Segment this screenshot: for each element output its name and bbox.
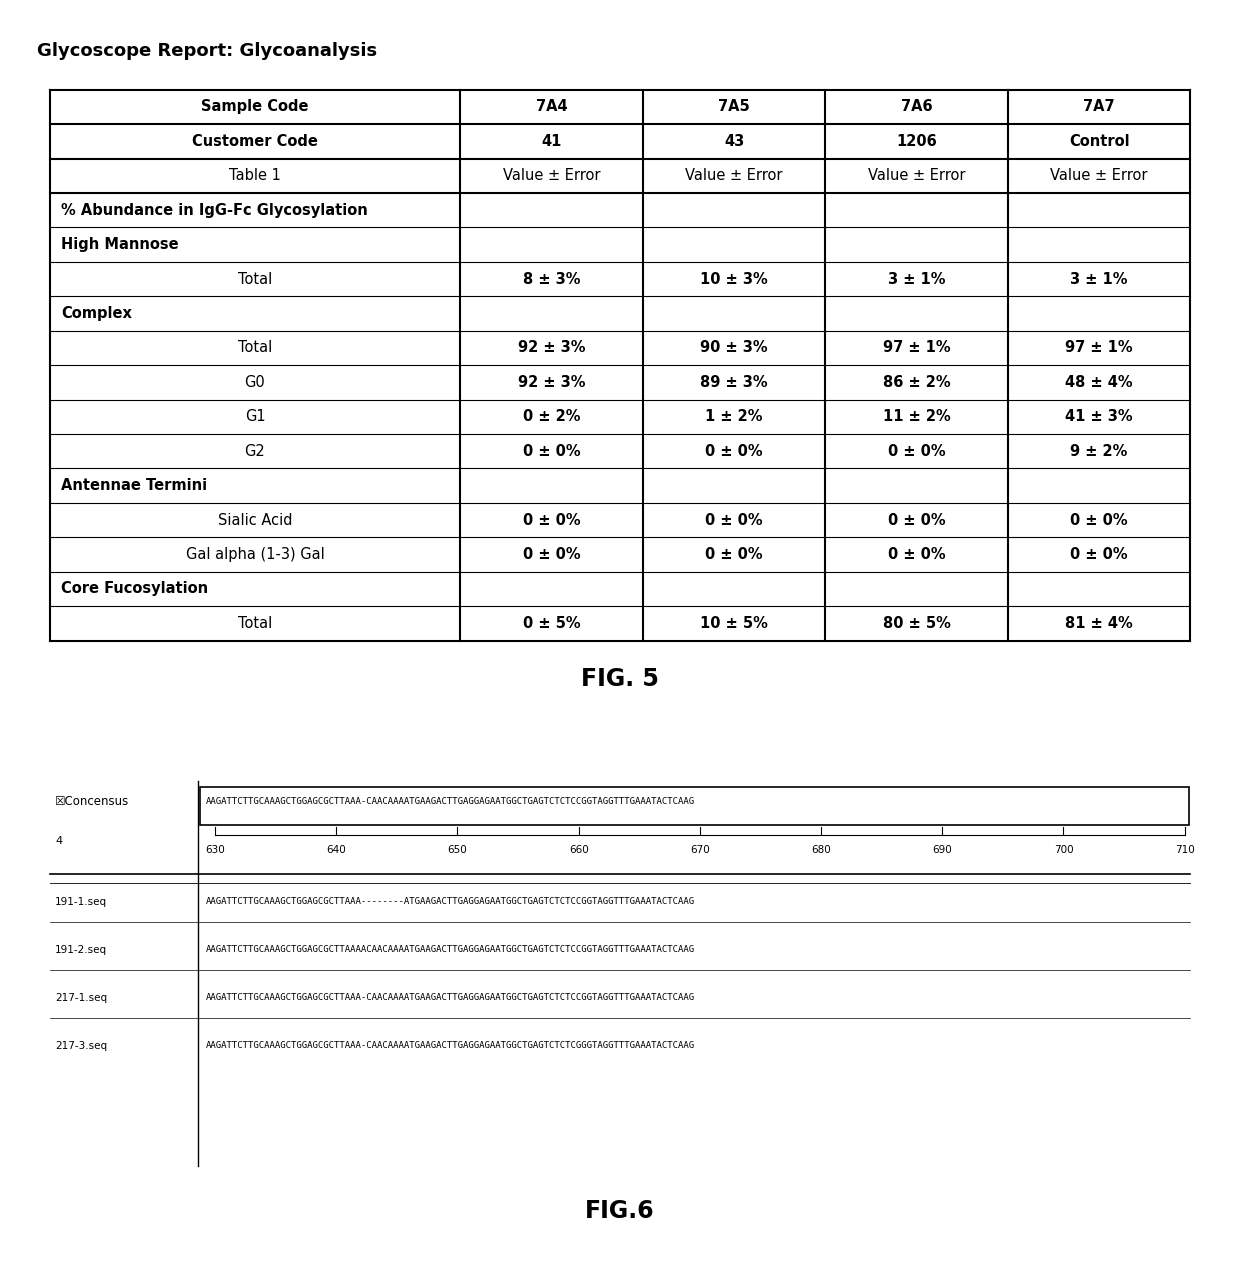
Text: 10 ± 5%: 10 ± 5% — [701, 616, 768, 630]
Text: G2: G2 — [244, 443, 265, 459]
Text: 7A7: 7A7 — [1084, 100, 1115, 114]
Text: G0: G0 — [244, 375, 265, 389]
Text: 0 ± 0%: 0 ± 0% — [1070, 512, 1128, 528]
Text: 680: 680 — [811, 844, 831, 854]
Text: 41 ± 3%: 41 ± 3% — [1065, 409, 1133, 424]
Text: 640: 640 — [326, 844, 346, 854]
Text: 4: 4 — [56, 836, 62, 847]
Text: AAGATTCTTGCAAAGCTGGAGCGCTTAAA-CAACAAAATGAAGACTTGAGGAGAATGGCTGAGTCTCTCGGGTAGGTTTG: AAGATTCTTGCAAAGCTGGAGCGCTTAAA-CAACAAAATG… — [206, 1041, 694, 1050]
Text: Sialic Acid: Sialic Acid — [218, 512, 293, 528]
Text: 0 ± 0%: 0 ± 0% — [706, 547, 763, 562]
Text: 3 ± 1%: 3 ± 1% — [1070, 272, 1128, 287]
Text: 8 ± 3%: 8 ± 3% — [523, 272, 580, 287]
Text: 3 ± 1%: 3 ± 1% — [888, 272, 945, 287]
Text: 0 ± 0%: 0 ± 0% — [523, 443, 580, 459]
Text: 0 ± 0%: 0 ± 0% — [523, 512, 580, 528]
Text: 191-2.seq: 191-2.seq — [56, 944, 108, 954]
Text: Value ± Error: Value ± Error — [868, 168, 966, 183]
Text: 630: 630 — [205, 844, 224, 854]
Text: AAGATTCTTGCAAAGCTGGAGCGCTTAAA-CAACAAAATGAAGACTTGAGGAGAATGGCTGAGTCTCTCCGGTAGGTTTG: AAGATTCTTGCAAAGCTGGAGCGCTTAAA-CAACAAAATG… — [206, 797, 694, 806]
Text: ☒Concensus: ☒Concensus — [56, 796, 129, 808]
Text: 48 ± 4%: 48 ± 4% — [1065, 375, 1133, 389]
Text: 0 ± 0%: 0 ± 0% — [888, 547, 945, 562]
Text: FIG. 5: FIG. 5 — [582, 667, 658, 690]
Text: Value ± Error: Value ± Error — [502, 168, 600, 183]
Text: 97 ± 1%: 97 ± 1% — [1065, 341, 1133, 355]
Text: 217-3.seq: 217-3.seq — [56, 1040, 108, 1050]
Text: Table 1: Table 1 — [229, 168, 281, 183]
Text: 191-1.seq: 191-1.seq — [56, 897, 108, 907]
Text: 0 ± 0%: 0 ± 0% — [888, 443, 945, 459]
Text: Value ± Error: Value ± Error — [1050, 168, 1148, 183]
Text: 0 ± 0%: 0 ± 0% — [1070, 547, 1128, 562]
Text: 710: 710 — [1174, 844, 1194, 854]
Text: 650: 650 — [448, 844, 467, 854]
Text: Total: Total — [238, 616, 272, 630]
Text: 700: 700 — [1054, 844, 1074, 854]
Text: Customer Code: Customer Code — [192, 133, 317, 149]
Text: 11 ± 2%: 11 ± 2% — [883, 409, 951, 424]
Text: Glycoscope Report: Glycoanalysis: Glycoscope Report: Glycoanalysis — [37, 42, 377, 60]
Text: 660: 660 — [569, 844, 589, 854]
Text: 1 ± 2%: 1 ± 2% — [706, 409, 763, 424]
Text: Total: Total — [238, 341, 272, 355]
Text: 217-1.seq: 217-1.seq — [56, 993, 108, 1003]
Text: Control: Control — [1069, 133, 1130, 149]
Text: 0 ± 0%: 0 ± 0% — [706, 512, 763, 528]
Text: Complex: Complex — [61, 306, 131, 322]
Text: 1206: 1206 — [897, 133, 937, 149]
Text: % Abundance in IgG-Fc Glycosylation: % Abundance in IgG-Fc Glycosylation — [61, 202, 368, 218]
Text: AAGATTCTTGCAAAGCTGGAGCGCTTAAA-CAACAAAATGAAGACTTGAGGAGAATGGCTGAGTCTCTCCGGTAGGTTTG: AAGATTCTTGCAAAGCTGGAGCGCTTAAA-CAACAAAATG… — [206, 993, 694, 1002]
Text: Total: Total — [238, 272, 272, 287]
Text: 43: 43 — [724, 133, 744, 149]
Text: 92 ± 3%: 92 ± 3% — [518, 341, 585, 355]
Text: G1: G1 — [244, 409, 265, 424]
Text: Core Fucosylation: Core Fucosylation — [61, 582, 208, 597]
Text: Sample Code: Sample Code — [201, 100, 309, 114]
Text: 97 ± 1%: 97 ± 1% — [883, 341, 950, 355]
Text: 0 ± 2%: 0 ± 2% — [523, 409, 580, 424]
Text: Antennae Termini: Antennae Termini — [61, 478, 207, 493]
Text: 86 ± 2%: 86 ± 2% — [883, 375, 950, 389]
Text: AAGATTCTTGCAAAGCTGGAGCGCTTAAA--------ATGAAGACTTGAGGAGAATGGCTGAGTCTCTCCGGTAGGTTTG: AAGATTCTTGCAAAGCTGGAGCGCTTAAA--------ATG… — [206, 897, 694, 906]
Text: 0 ± 0%: 0 ± 0% — [888, 512, 945, 528]
Text: 9 ± 2%: 9 ± 2% — [1070, 443, 1128, 459]
Text: 0 ± 0%: 0 ± 0% — [523, 547, 580, 562]
Text: Value ± Error: Value ± Error — [686, 168, 782, 183]
Text: 92 ± 3%: 92 ± 3% — [518, 375, 585, 389]
Text: 90 ± 3%: 90 ± 3% — [701, 341, 768, 355]
Text: 80 ± 5%: 80 ± 5% — [883, 616, 951, 630]
Text: 7A6: 7A6 — [900, 100, 932, 114]
Text: 89 ± 3%: 89 ± 3% — [701, 375, 768, 389]
Text: AAGATTCTTGCAAAGCTGGAGCGCTTAAAACAACAAAATGAAGACTTGAGGAGAATGGCTGAGTCTCTCCGGTAGGTTTG: AAGATTCTTGCAAAGCTGGAGCGCTTAAAACAACAAAATG… — [206, 945, 694, 954]
Text: 10 ± 3%: 10 ± 3% — [701, 272, 768, 287]
Text: 0 ± 0%: 0 ± 0% — [706, 443, 763, 459]
Text: 81 ± 4%: 81 ± 4% — [1065, 616, 1133, 630]
Text: 7A5: 7A5 — [718, 100, 750, 114]
Text: 690: 690 — [932, 844, 952, 854]
Text: 41: 41 — [542, 133, 562, 149]
Text: 670: 670 — [689, 844, 709, 854]
Text: 0 ± 5%: 0 ± 5% — [523, 616, 580, 630]
Text: Gal alpha (1-3) Gal: Gal alpha (1-3) Gal — [186, 547, 325, 562]
Text: 7A4: 7A4 — [536, 100, 568, 114]
Text: High Mannose: High Mannose — [61, 237, 179, 252]
Text: FIG.6: FIG.6 — [585, 1199, 655, 1222]
